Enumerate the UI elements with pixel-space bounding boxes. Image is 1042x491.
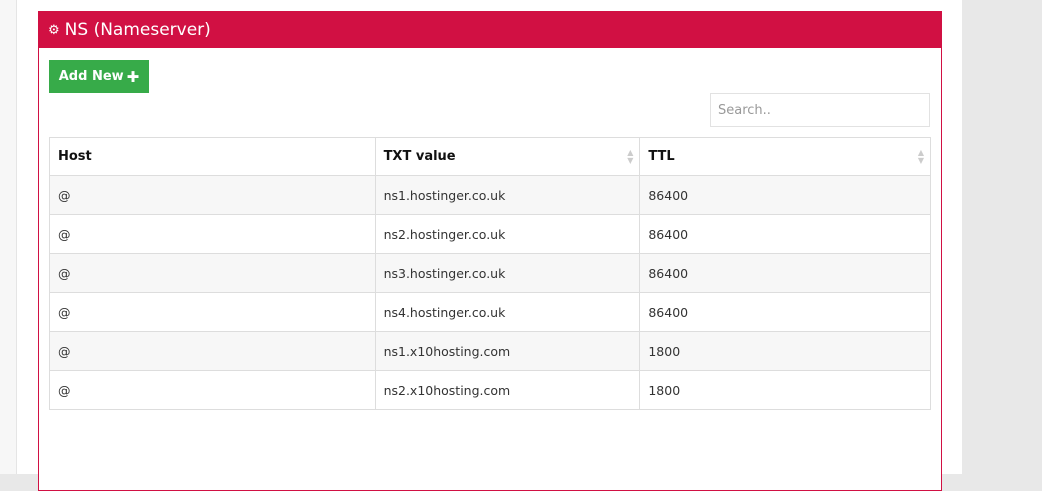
sort-icon[interactable]: ▲ ▼ <box>627 148 634 165</box>
add-new-label: Add New <box>58 69 124 84</box>
column-label: TTL <box>648 149 675 164</box>
column-header-host: Host <box>49 137 376 176</box>
table-cell: ns4.hostinger.co.uk <box>374 292 641 332</box>
table-cell: @ <box>49 253 376 293</box>
table-row: @ ns2.hostinger.co.uk 86400 <box>49 214 931 254</box>
table-row: @ ns3.hostinger.co.uk 86400 <box>49 253 931 293</box>
left-sidebar-strip <box>0 0 17 474</box>
table-cell: 86400 <box>639 292 931 332</box>
search-input[interactable] <box>710 93 930 127</box>
card-header: ⚙ NS (Nameserver) <box>39 12 941 48</box>
table-cell: 86400 <box>639 175 931 215</box>
column-header-txt-value[interactable]: TXT value ▲ ▼ <box>374 137 641 176</box>
table-cell: 1800 <box>639 370 931 410</box>
column-label: TXT value <box>383 149 456 164</box>
table-cell: 86400 <box>639 214 931 254</box>
gears-icon: ⚙ <box>48 22 60 38</box>
table-cell: @ <box>49 292 376 332</box>
ns-card: ⚙ NS (Nameserver) Add New✚ Host TXT value… <box>38 11 942 491</box>
main-panel: ⚙ NS (Nameserver) Add New✚ Host TXT value… <box>17 0 962 491</box>
table-cell: ns1.hostinger.co.uk <box>374 175 641 215</box>
table-cell: ns3.hostinger.co.uk <box>374 253 641 293</box>
table-row: @ ns2.x10hosting.com 1800 <box>49 370 931 410</box>
table-row: @ ns1.hostinger.co.uk 86400 <box>49 175 931 215</box>
table-cell: ns2.x10hosting.com <box>374 370 641 410</box>
column-label: Host <box>58 149 92 164</box>
plus-icon: ✚ <box>126 67 140 86</box>
table-row: @ ns1.x10hosting.com 1800 <box>49 331 931 371</box>
ns-table: Host TXT value ▲ ▼ TTL ▲ ▼ @ ns1.hostinger.co.u… <box>49 137 931 410</box>
table-cell: ns2.hostinger.co.uk <box>374 214 641 254</box>
table-row: @ ns4.hostinger.co.uk 86400 <box>49 292 931 332</box>
sort-icon[interactable]: ▲ ▼ <box>917 148 924 165</box>
table-cell: 1800 <box>639 331 931 371</box>
card-title: NS (Nameserver) <box>64 20 211 40</box>
table-cell: @ <box>49 370 376 410</box>
table-cell: @ <box>49 175 376 215</box>
column-header-ttl[interactable]: TTL ▲ ▼ <box>639 137 931 176</box>
table-cell: ns1.x10hosting.com <box>374 331 641 371</box>
add-new-button[interactable]: Add New ✚ <box>49 60 149 93</box>
table-cell: @ <box>49 214 376 254</box>
table-cell: @ <box>49 331 376 371</box>
table-cell: 86400 <box>639 253 931 293</box>
